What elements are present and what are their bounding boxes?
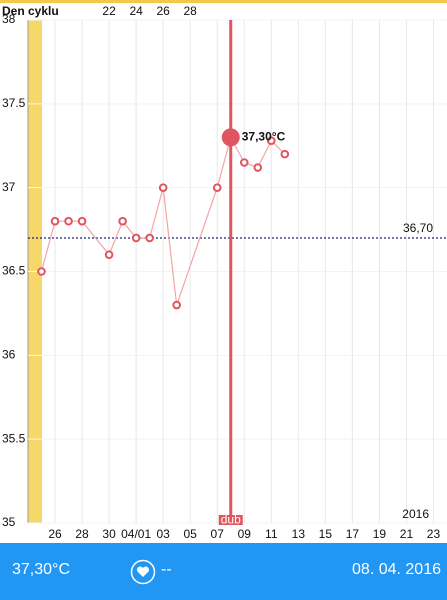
y-tick-label: 37 [2, 180, 16, 194]
x-tick-label: 09 [238, 527, 252, 541]
footer: 37,30°C -- 08. 04. 2016 [0, 543, 447, 600]
y-tick-label: 37.5 [2, 96, 26, 110]
year-label: 2016 [402, 507, 429, 521]
y-tick-label: 36.5 [2, 264, 26, 278]
point [37, 267, 46, 276]
point [212, 183, 222, 192]
top-accent [0, 0, 447, 3]
x-tick-label: 30 [102, 527, 116, 541]
y-tick-label: 35 [2, 515, 16, 529]
point [280, 149, 290, 159]
cycle-tick-label: 24 [129, 4, 143, 18]
point [253, 163, 263, 172]
footer-note: -- [161, 561, 172, 578]
reference-label: 36,70 [403, 221, 433, 235]
point [158, 183, 168, 192]
x-tick-label: 13 [292, 527, 306, 541]
y-tick-label: 36 [2, 348, 16, 362]
point [266, 136, 276, 146]
cycle-tick-label: 22 [102, 4, 116, 18]
y-tick-label: 38 [2, 12, 16, 26]
x-tick-label: 28 [75, 527, 89, 541]
x-tick-label: 17 [346, 527, 360, 541]
temperature-line [40, 135, 286, 306]
chart: Den cyklu 35 35.5 36 36.5 37 37.5 38 26 28 30 04/0… [0, 0, 447, 541]
footer-temperature: 37,30°C [12, 561, 70, 578]
month-badge [218, 515, 243, 525]
point [104, 250, 114, 260]
month-label: dub [221, 513, 241, 527]
point [131, 233, 141, 243]
x-tick-label: 04/01 [121, 527, 151, 541]
cycle-tick-label: 28 [184, 4, 198, 18]
selected-label: 37,30°C [242, 130, 286, 144]
y-tick-label: 35.5 [2, 431, 26, 445]
x-tick-label: 21 [400, 527, 414, 541]
x-tick-label: 03 [156, 527, 170, 541]
point [64, 216, 73, 226]
footer-date: 08. 04. 2016 [352, 561, 441, 578]
selected-point [221, 128, 240, 147]
point [77, 216, 87, 226]
x-tick-label: 05 [184, 527, 198, 541]
x-tick-label: 19 [373, 527, 387, 541]
x-tick-label: 15 [319, 527, 333, 541]
x-tick-label: 07 [211, 527, 225, 541]
heart-button[interactable] [130, 559, 156, 585]
cycle-tick-label: 26 [156, 4, 170, 18]
point [118, 216, 127, 226]
point [50, 216, 60, 226]
cycle-label: Den cyklu [2, 4, 59, 18]
x-tick-label: 11 [265, 527, 278, 541]
point [145, 233, 154, 243]
point [172, 300, 181, 310]
x-tick-label: 23 [427, 527, 441, 541]
x-tick-label: 26 [48, 527, 62, 541]
point [239, 158, 249, 167]
